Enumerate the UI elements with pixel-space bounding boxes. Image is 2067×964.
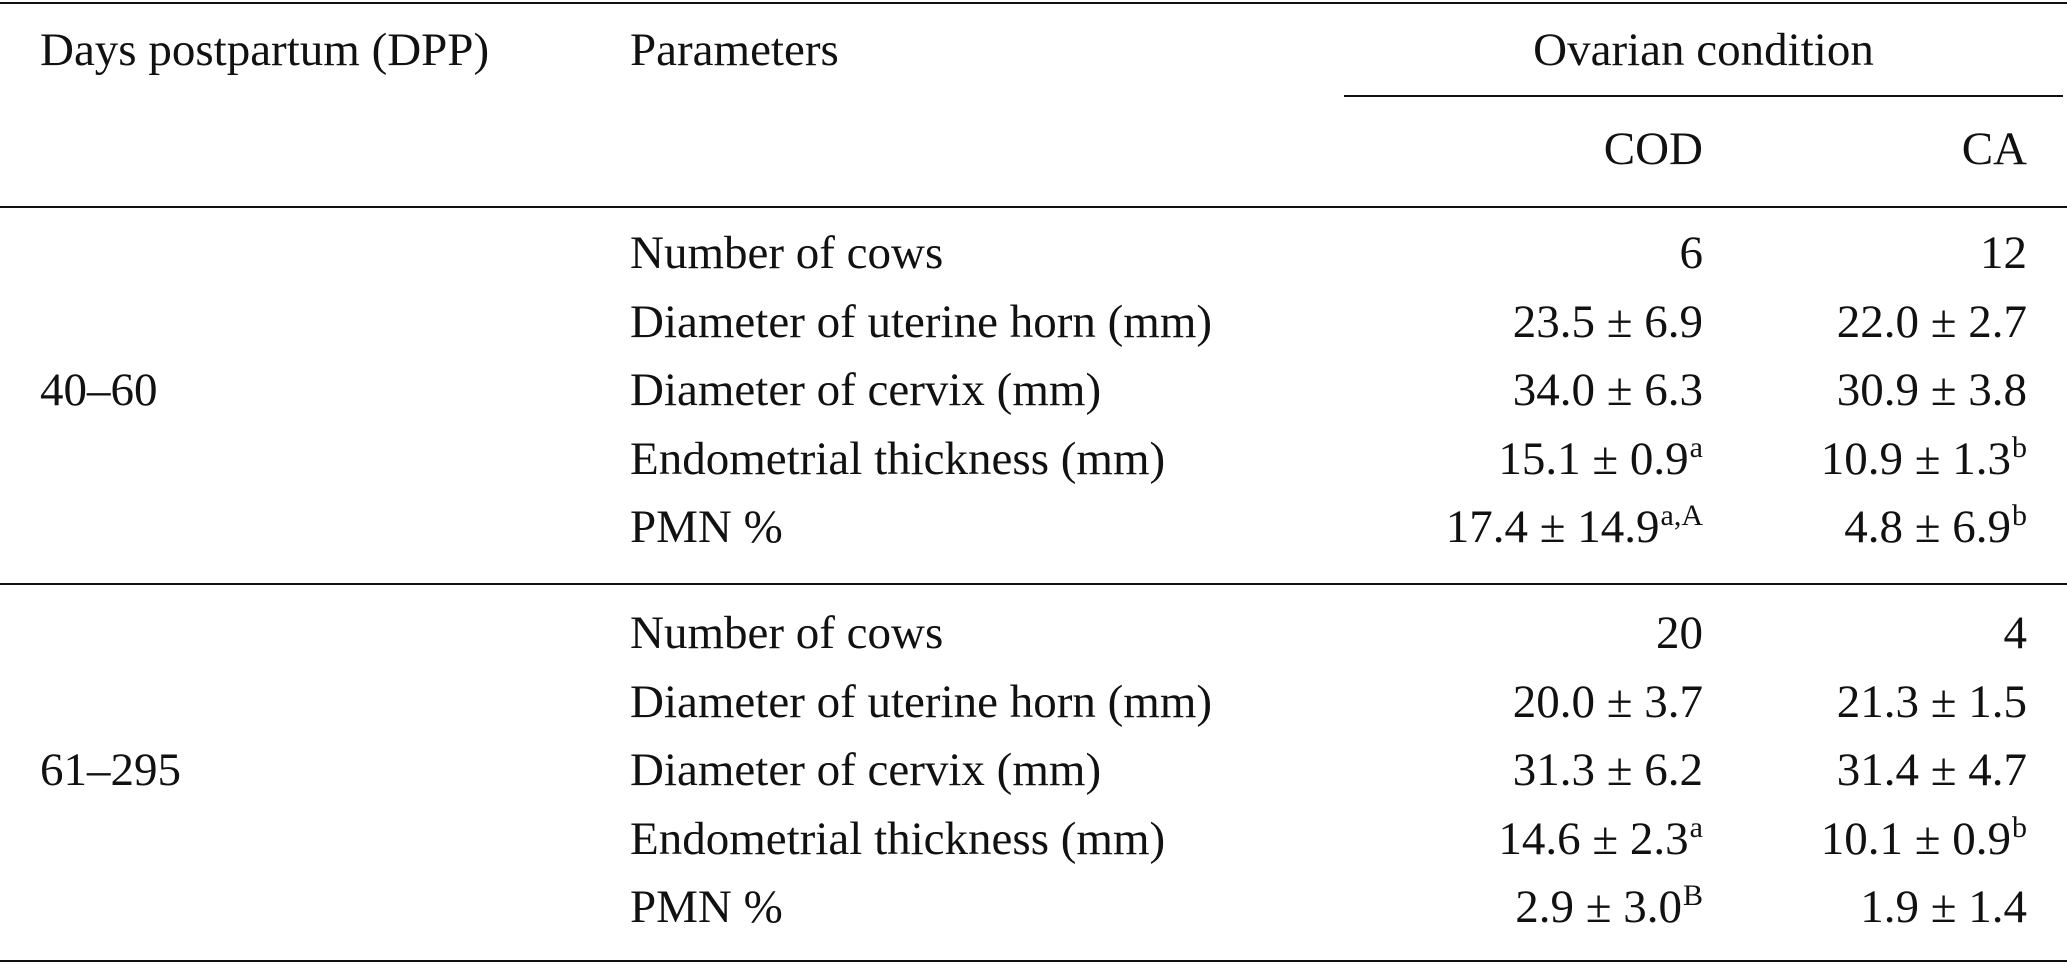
cell: 12: [1607, 223, 2027, 283]
superscript: a: [1689, 810, 1703, 844]
cell-value: 20.0 ± 3.7: [1512, 675, 1703, 728]
parameter: Diameter of uterine horn (mm): [630, 295, 1213, 348]
cell-value: 31.3 ± 6.2: [1512, 744, 1703, 796]
cell: 20: [1283, 603, 1703, 663]
cell-value: 12: [1980, 227, 2027, 279]
cell-value: 17.4 ± 14.9: [1445, 501, 1660, 553]
header-dpp: Days postpartum (DPP): [40, 24, 490, 76]
cell: 4: [1607, 603, 2028, 663]
parameter: PMN %: [630, 881, 783, 933]
cell-value: 20: [1656, 607, 1703, 659]
cell: 4.8 ± 6.9b: [1607, 497, 2027, 557]
cell-value: 23.5 ± 6.9: [1512, 295, 1703, 348]
cell-value: 21.3 ± 1.5: [1836, 675, 2027, 728]
header-rule: [0, 206, 2067, 208]
cell: 14.6 ± 2.3a: [1283, 809, 1703, 869]
cell-value: 1.9 ± 1.4: [1860, 881, 2027, 933]
header-column: COD: [1603, 123, 1703, 175]
group-separator: [0, 583, 2067, 585]
top-rule: [0, 2, 2067, 4]
cell: 10.1 ± 0.9b: [1607, 809, 2027, 869]
parameter: Diameter of cervix (mm): [630, 744, 1102, 796]
cell: 6: [1283, 223, 1704, 283]
cell-value: 2.9 ± 3.0: [1515, 881, 1682, 933]
bottom-rule: [0, 960, 2067, 962]
group-rule: [1344, 95, 2063, 97]
parameter: Endometrial thickness (mm): [630, 812, 1166, 865]
cell-value: 30.9 ± 3.8: [1836, 364, 2027, 416]
cell-value: 31.4 ± 4.7: [1836, 744, 2027, 796]
superscript: b: [2012, 430, 2027, 464]
superscript: a: [1689, 430, 1703, 464]
cell-value: 14.6 ± 2.3: [1498, 812, 1689, 865]
cell-value: 4: [2003, 607, 2028, 659]
cell-value: 34.0 ± 6.3: [1512, 364, 1703, 416]
cell: 1.9 ± 1.4: [1607, 877, 2027, 937]
cell-value: 15.1 ± 0.9: [1498, 432, 1689, 485]
cell-value: 22.0 ± 2.7: [1836, 295, 2027, 348]
parameter: Number of cows: [630, 227, 944, 279]
group-label: 40–60: [40, 364, 158, 416]
cell: 30.9 ± 3.8: [1607, 360, 2027, 420]
superscript: b: [2012, 499, 2027, 532]
cell: 17.4 ± 14.9a,A: [1283, 497, 1703, 557]
header-column: CA: [1961, 123, 2027, 175]
cell: 22.0 ± 2.7: [1607, 292, 2027, 352]
cell: 20.0 ± 3.7: [1283, 672, 1703, 732]
cell-value: 6: [1679, 227, 1704, 279]
parameter: Endometrial thickness (mm): [630, 432, 1166, 485]
parameter: Diameter of cervix (mm): [630, 364, 1102, 416]
cell: 10.9 ± 1.3b: [1607, 429, 2027, 489]
superscript: b: [2012, 810, 2027, 844]
cell-value: 10.9 ± 1.3: [1820, 432, 2011, 485]
header-group: Ovarian condition: [1533, 24, 1874, 76]
parameter: Diameter of uterine horn (mm): [630, 675, 1213, 728]
superscript: B: [1682, 879, 1703, 912]
cell: 23.5 ± 6.9: [1283, 292, 1703, 352]
cell: 21.3 ± 1.5: [1607, 672, 2027, 732]
superscript: a,A: [1660, 499, 1703, 532]
cell: 31.4 ± 4.7: [1607, 740, 2027, 800]
cell: 15.1 ± 0.9a: [1283, 429, 1703, 489]
cell-value: 4.8 ± 6.9: [1844, 501, 2011, 553]
cell-value: 10.1 ± 0.9: [1820, 812, 2011, 865]
header-parameters: Parameters: [630, 24, 839, 76]
cell: 31.3 ± 6.2: [1283, 740, 1703, 800]
group-label: 61–295: [40, 744, 181, 796]
cell: 34.0 ± 6.3: [1283, 360, 1703, 420]
parameter: PMN %: [630, 501, 783, 553]
parameter: Number of cows: [630, 607, 944, 659]
cell: 2.9 ± 3.0B: [1283, 877, 1703, 937]
